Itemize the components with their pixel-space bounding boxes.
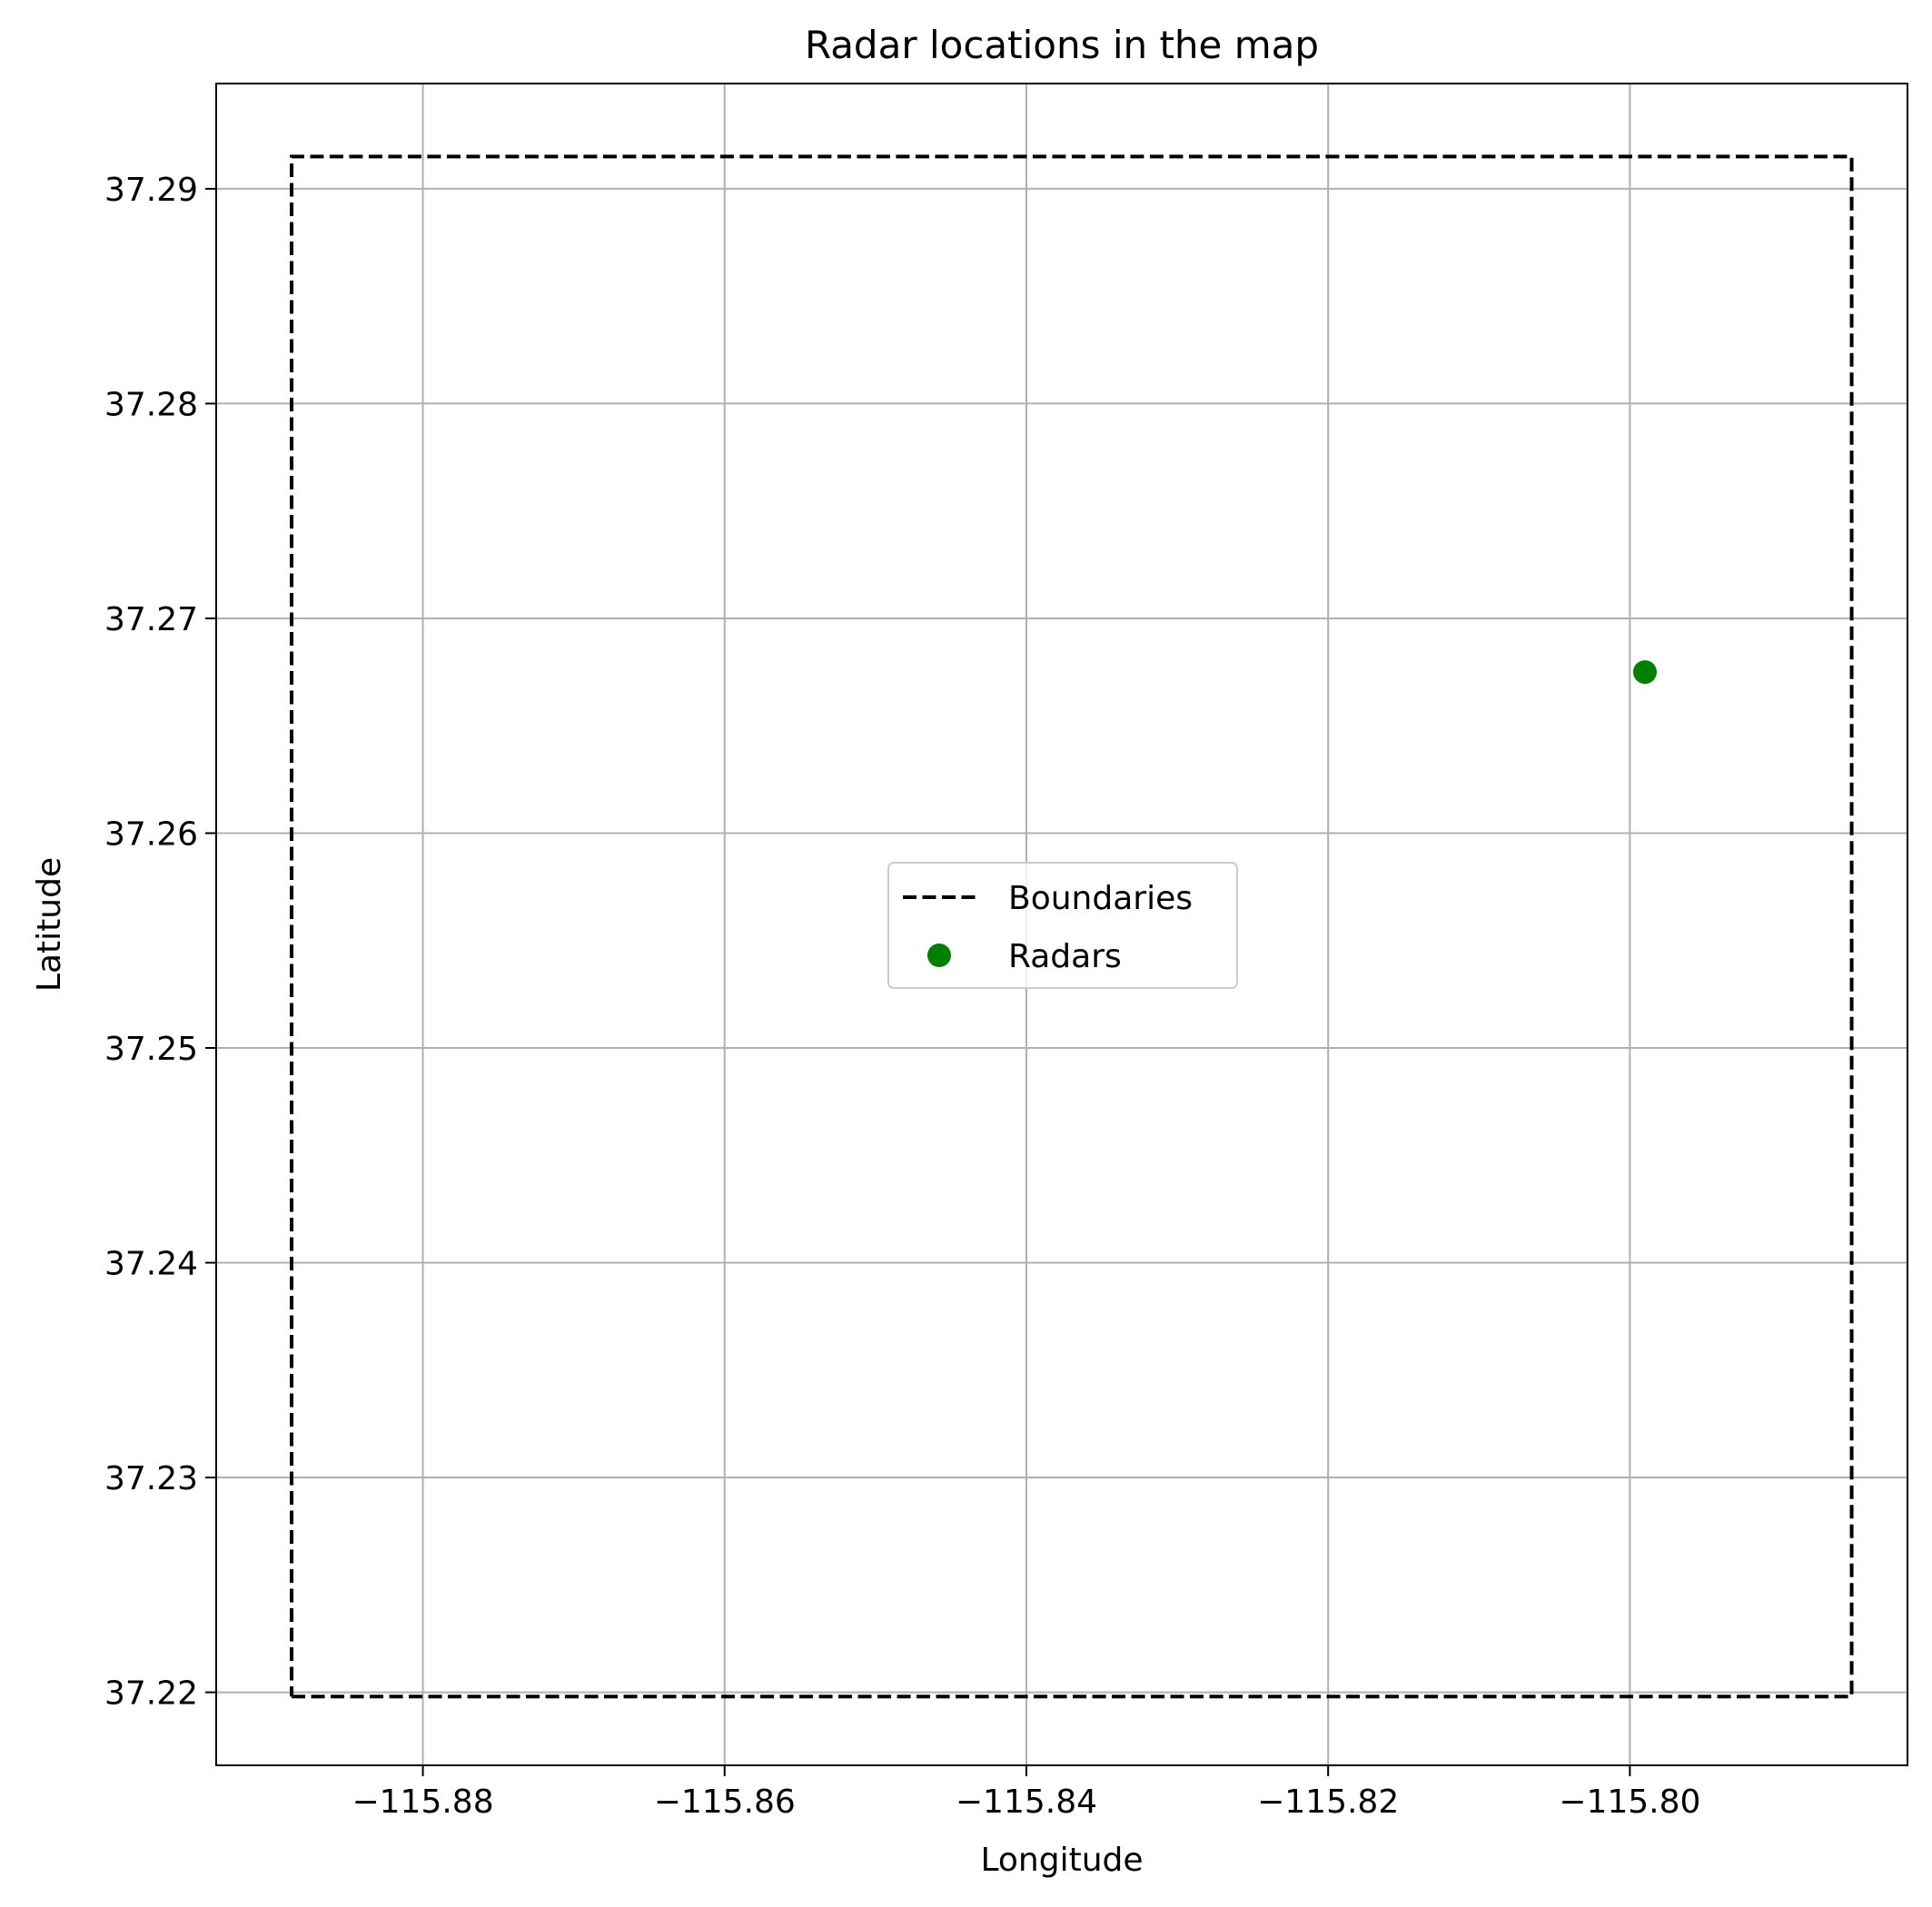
series-layer — [290, 154, 1854, 1699]
legend: Boundaries Radars — [887, 862, 1238, 989]
boundary-line — [290, 154, 1854, 1699]
x-tick-label: −115.82 — [1257, 1783, 1399, 1821]
y-axis-label: Latitude — [31, 857, 68, 992]
chart-title: Radar locations in the map — [805, 23, 1319, 67]
x-tick-label: −115.86 — [654, 1783, 796, 1821]
y-tick-label: 37.23 — [104, 1460, 198, 1497]
y-tick-label: 37.28 — [104, 386, 198, 423]
legend-label: Boundaries — [1008, 880, 1193, 917]
x-axis-label: Longitude — [980, 1842, 1143, 1879]
y-tick-label: 37.27 — [104, 601, 198, 638]
axis-ticks: −115.88 −115.86 −115.84 −115.82 −115.80 37.22… — [104, 172, 1701, 1821]
x-tick-label: −115.88 — [352, 1783, 493, 1821]
y-tick-label: 37.26 — [104, 815, 198, 853]
y-tick-label: 37.29 — [104, 172, 198, 209]
legend-box — [887, 862, 1238, 989]
x-tick-label: −115.80 — [1559, 1783, 1700, 1821]
x-tick-label: −115.84 — [956, 1783, 1097, 1821]
plot-frame — [215, 83, 1908, 1766]
legend-swatch-radars — [927, 944, 951, 967]
legend-label: Radars — [1008, 938, 1122, 975]
y-tick-label: 37.25 — [104, 1031, 198, 1068]
radar-point — [1632, 660, 1657, 685]
y-tick-label: 37.24 — [104, 1246, 198, 1283]
y-tick-label: 37.22 — [104, 1675, 198, 1713]
